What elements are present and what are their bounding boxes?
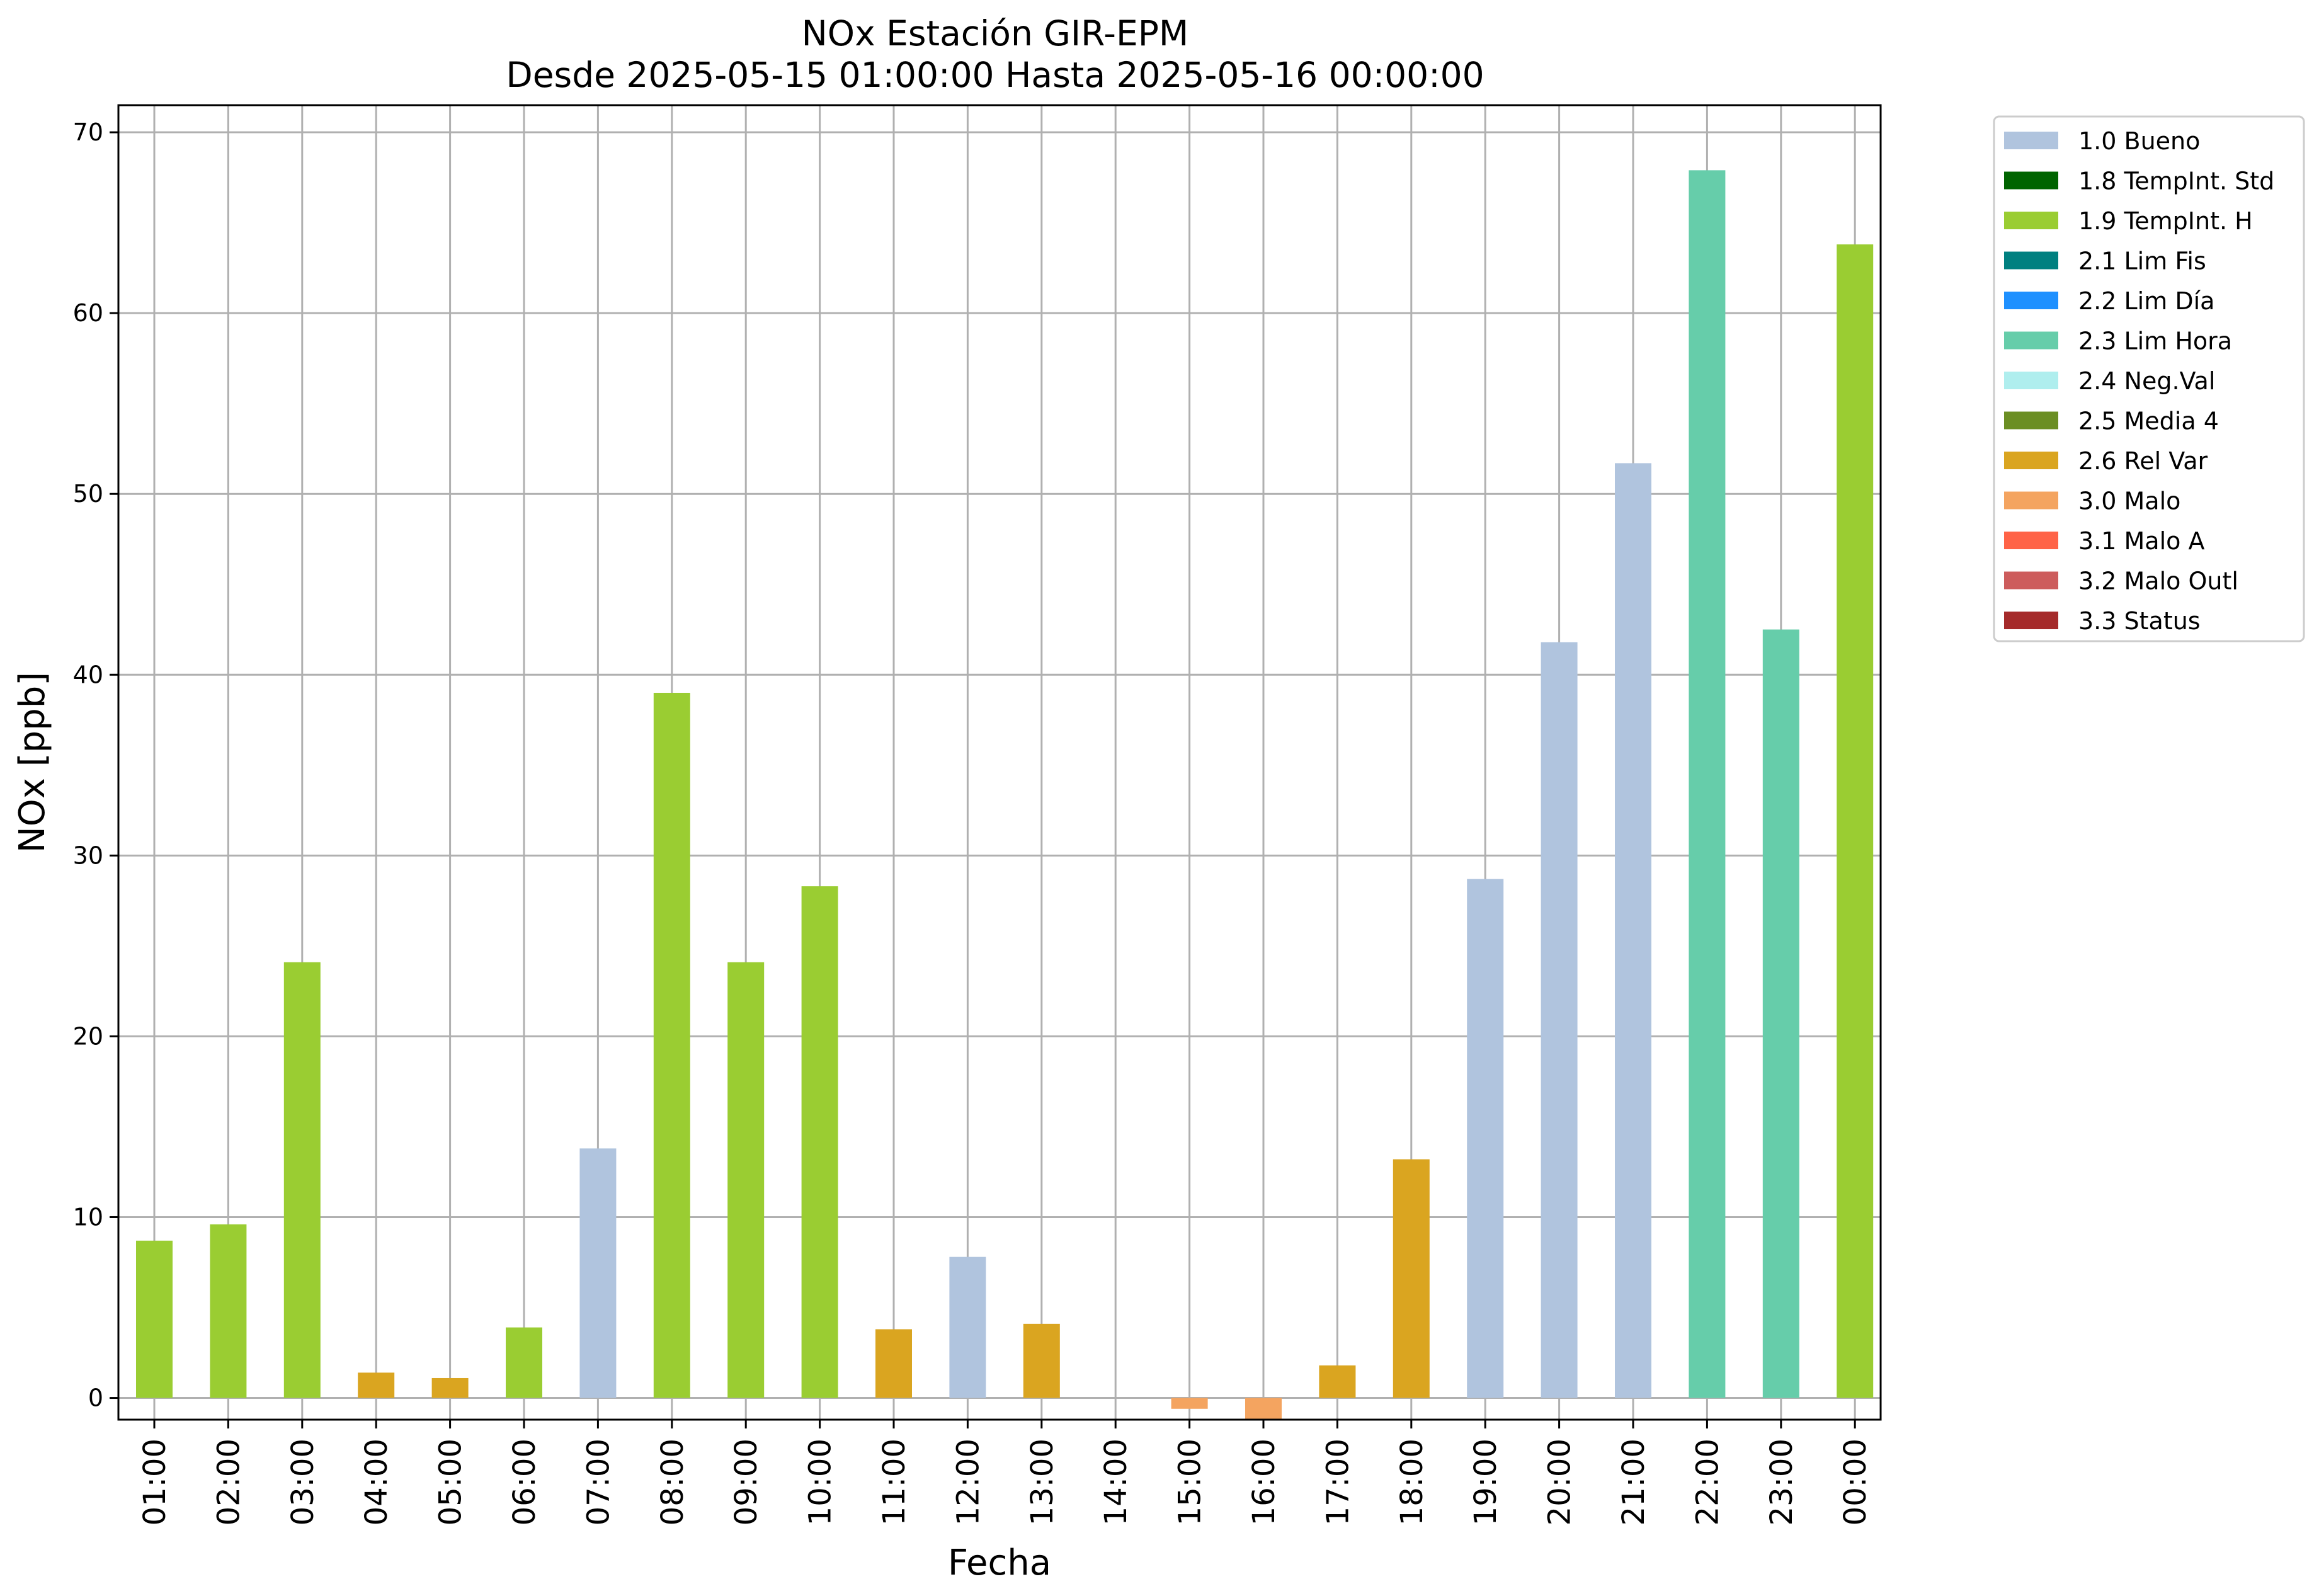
bar xyxy=(506,1327,542,1398)
x-tick-label: 21:00 xyxy=(1616,1439,1651,1525)
legend-swatch xyxy=(2004,571,2058,590)
legend-label: 2.4 Neg.Val xyxy=(2078,367,2215,395)
legend-label: 2.5 Media 4 xyxy=(2078,408,2219,435)
x-tick-label: 19:00 xyxy=(1468,1439,1503,1525)
x-tick-label: 01:00 xyxy=(137,1439,173,1525)
legend-swatch xyxy=(2004,491,2058,510)
legend-label: 3.1 Malo A xyxy=(2078,527,2204,555)
bar xyxy=(1245,1398,1282,1420)
bar xyxy=(875,1329,912,1398)
x-tick-label: 04:00 xyxy=(359,1439,394,1525)
y-axis-label: NOx [ppb] xyxy=(12,672,53,853)
legend-swatch xyxy=(2004,411,2058,430)
y-tick-label: 50 xyxy=(73,480,103,508)
bar xyxy=(1023,1323,1060,1398)
x-tick-label: 07:00 xyxy=(581,1439,616,1525)
bar xyxy=(1689,170,1726,1398)
x-tick-label: 12:00 xyxy=(950,1439,986,1525)
y-axis-ticks: 0 10 20 30 40 50 60 70 xyxy=(73,118,118,1412)
x-tick-label: 09:00 xyxy=(729,1439,764,1525)
x-tick-label: 16:00 xyxy=(1246,1439,1282,1525)
x-tick-label: 02:00 xyxy=(211,1439,246,1525)
legend-swatch xyxy=(2004,532,2058,549)
x-tick-label: 00:00 xyxy=(1838,1439,1873,1525)
chart-title: NOx Estación GIR-EPM Desde 2025-05-15 01… xyxy=(506,13,1484,95)
legend-label: 2.1 Lim Fis xyxy=(2078,248,2206,275)
y-tick-label: 30 xyxy=(73,841,103,869)
x-tick-label: 23:00 xyxy=(1764,1439,1799,1525)
bar xyxy=(801,886,838,1398)
x-tick-label: 03:00 xyxy=(285,1439,321,1525)
legend-label: 2.2 Lim Día xyxy=(2078,287,2214,315)
legend-label: 2.6 Rel Var xyxy=(2078,447,2208,475)
x-axis-label: Fecha xyxy=(948,1542,1051,1583)
legend-swatch xyxy=(2004,452,2058,469)
legend-label: 1.8 TempInt. Std xyxy=(2078,168,2274,195)
legend-swatch xyxy=(2004,372,2058,389)
bar xyxy=(1541,642,1578,1398)
plot-frame xyxy=(117,104,1882,1421)
legend-box xyxy=(1993,115,2305,642)
x-tick-label: 18:00 xyxy=(1394,1439,1430,1525)
legend: 1.0 Bueno 1.8 TempInt. Std 1.9 TempInt. H 2… xyxy=(1993,115,2305,642)
bar xyxy=(1467,879,1504,1398)
y-tick-label: 40 xyxy=(73,661,103,688)
bar xyxy=(358,1372,395,1398)
x-tick-label: 20:00 xyxy=(1542,1439,1578,1525)
bar xyxy=(727,962,765,1398)
bar xyxy=(653,692,690,1398)
legend-label: 3.2 Malo Outl xyxy=(2078,567,2238,595)
bar xyxy=(210,1224,247,1398)
legend-swatch xyxy=(2004,132,2058,149)
x-tick-label: 22:00 xyxy=(1690,1439,1725,1525)
legend-swatch xyxy=(2004,171,2058,190)
legend-label: 3.0 Malo xyxy=(2078,487,2180,515)
bar xyxy=(1393,1159,1430,1398)
bar xyxy=(431,1377,469,1398)
x-tick-label: 11:00 xyxy=(877,1439,912,1525)
x-tick-label: 17:00 xyxy=(1320,1439,1355,1525)
y-tick-label: 60 xyxy=(73,299,103,327)
y-tick-label: 20 xyxy=(73,1022,103,1050)
x-tick-label: 15:00 xyxy=(1173,1439,1208,1525)
bar xyxy=(1171,1398,1208,1409)
legend-swatch xyxy=(2004,331,2058,350)
x-tick-label: 13:00 xyxy=(1025,1439,1060,1525)
y-tick-label: 10 xyxy=(73,1203,103,1231)
x-tick-label: 08:00 xyxy=(655,1439,690,1525)
x-tick-label: 05:00 xyxy=(433,1439,469,1525)
bar xyxy=(579,1148,617,1398)
bar xyxy=(1319,1365,1356,1398)
bars xyxy=(136,170,1874,1420)
x-tick-label: 06:00 xyxy=(507,1439,542,1525)
bar xyxy=(1762,629,1799,1398)
bar xyxy=(1615,463,1651,1398)
chart-title-line-1: NOx Estación GIR-EPM xyxy=(802,13,1189,54)
legend-swatch xyxy=(2004,212,2058,229)
y-tick-label: 0 xyxy=(88,1384,103,1412)
bar xyxy=(1837,244,1874,1398)
legend-label: 1.9 TempInt. H xyxy=(2078,207,2253,235)
legend-swatch xyxy=(2004,292,2058,309)
bar xyxy=(136,1240,173,1398)
legend-swatch xyxy=(2004,251,2058,270)
y-tick-label: 70 xyxy=(73,118,103,146)
bar xyxy=(949,1257,986,1398)
legend-label: 3.3 Status xyxy=(2078,607,2201,635)
legend-swatch xyxy=(2004,612,2058,629)
bar xyxy=(283,962,321,1398)
x-tick-label: 14:00 xyxy=(1098,1439,1134,1525)
legend-label: 2.3 Lim Hora xyxy=(2078,328,2232,355)
x-axis-ticks: 01:00 02:00 03:00 04:00 05:00 06:00 07:00 08:00… xyxy=(137,1420,1873,1525)
x-tick-label: 10:00 xyxy=(803,1439,838,1525)
chart-title-line-2: Desde 2025-05-15 01:00:00 Hasta 2025-05-… xyxy=(506,55,1484,95)
legend-label: 1.0 Bueno xyxy=(2078,127,2200,155)
